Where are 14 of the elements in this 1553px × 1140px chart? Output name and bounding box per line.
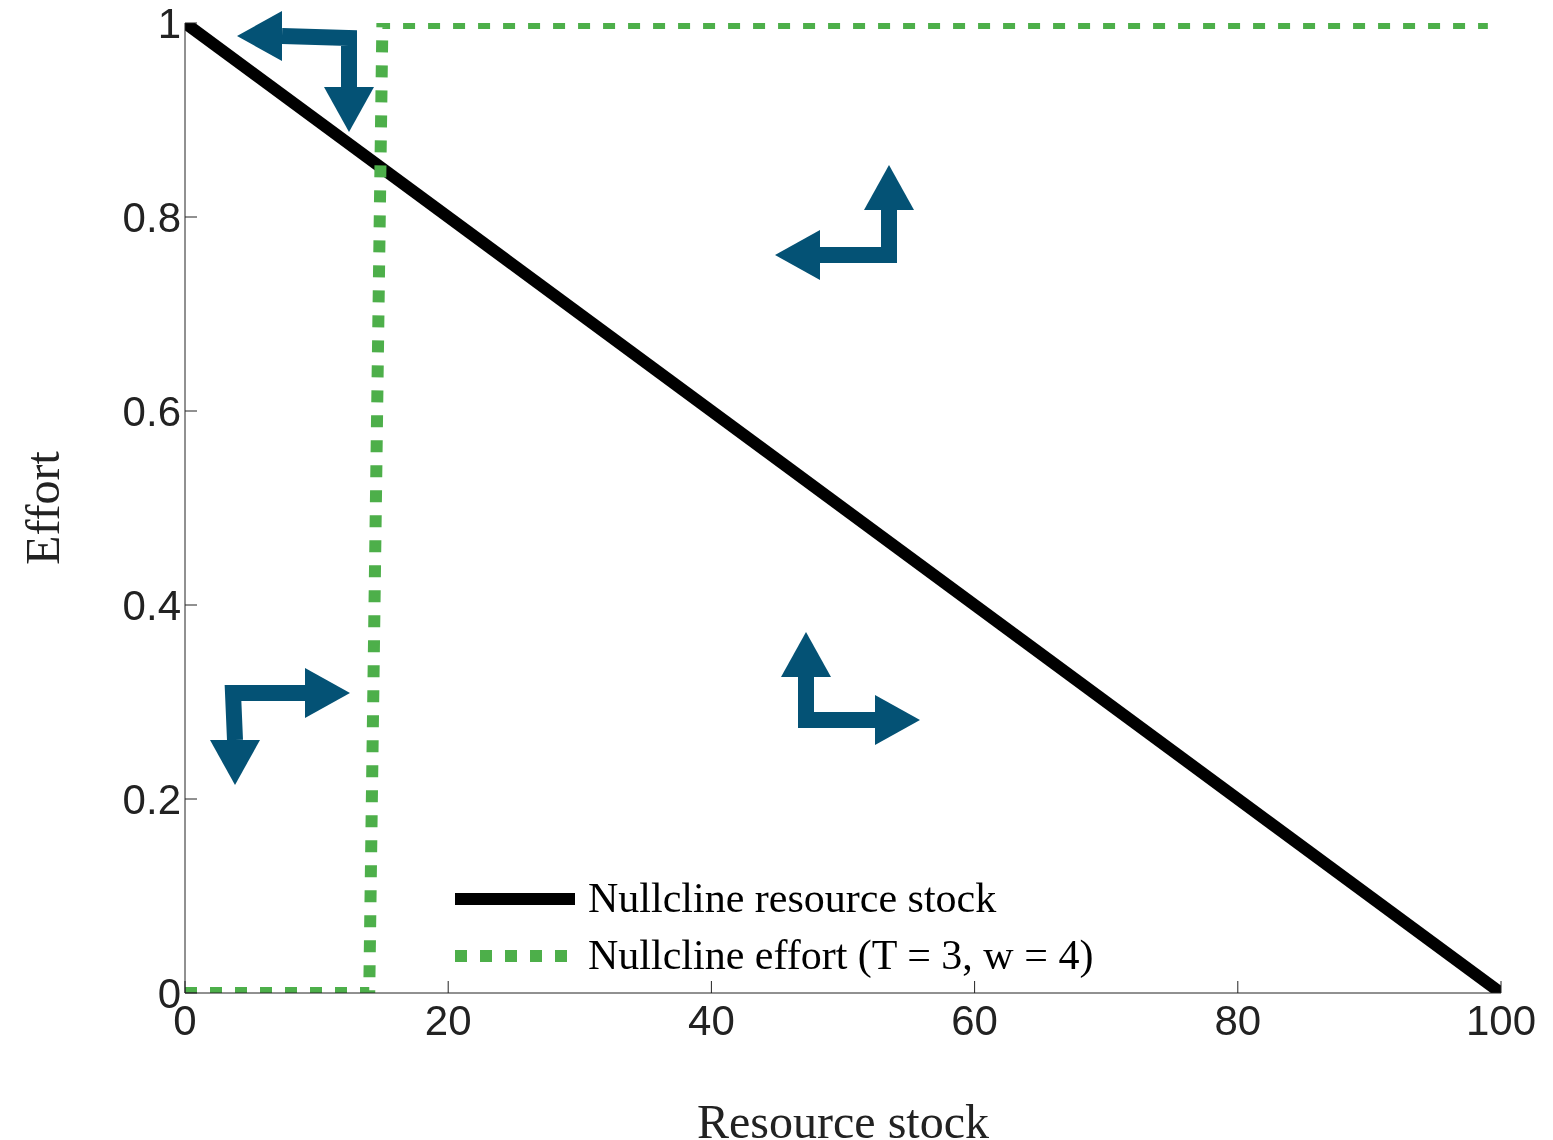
y-axis-title: Effort: [16, 450, 70, 565]
y-tick-label: 0.8: [122, 193, 181, 241]
legend-label: Nullcline resource stock: [588, 874, 997, 923]
y-tick-label: 0.6: [122, 387, 181, 435]
x-tick-label: 40: [688, 996, 735, 1044]
y-tick-label: 0.4: [122, 581, 181, 629]
legend-label: Nullcline effort (T = 3, w = 4): [588, 931, 1094, 980]
x-axis-title: Resource stock: [697, 1095, 989, 1140]
y-tick-label: 0.2: [122, 775, 181, 823]
x-tick-label: 100: [1465, 996, 1537, 1044]
x-tick-label: 80: [1214, 996, 1262, 1044]
x-tick-label: 60: [951, 996, 998, 1044]
y-tick-label: 1: [157, 0, 181, 47]
x-tick-label: 20: [424, 996, 472, 1044]
